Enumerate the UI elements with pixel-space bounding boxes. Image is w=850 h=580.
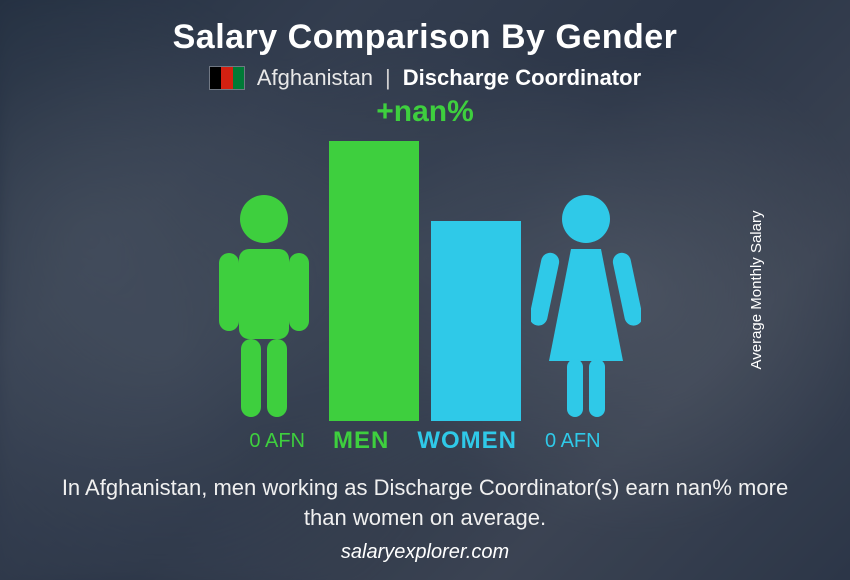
country-label: Afghanistan xyxy=(257,65,373,91)
women-figure-column xyxy=(531,191,641,421)
female-figure-icon xyxy=(531,191,641,421)
afghanistan-flag-icon xyxy=(209,66,245,90)
women-salary-value: 0 AFN xyxy=(545,430,601,453)
footer-source: salaryexplorer.com xyxy=(341,541,509,564)
description-text: In Afghanistan, men working as Discharge… xyxy=(55,473,795,532)
men-label: MEN xyxy=(333,427,389,455)
men-bar xyxy=(329,141,419,421)
infographic-content: Salary Comparison By Gender Afghanistan … xyxy=(0,0,850,580)
men-figure-column xyxy=(209,191,319,421)
flag-stripe-2 xyxy=(221,67,232,89)
page-title: Salary Comparison By Gender xyxy=(173,18,678,57)
subtitle-row: Afghanistan | Discharge Coordinator xyxy=(209,65,641,91)
flag-stripe-1 xyxy=(210,67,221,89)
chart-area: +nan% xyxy=(125,101,725,421)
bar-group xyxy=(329,141,521,421)
male-figure-icon xyxy=(209,191,319,421)
percent-difference-label: +nan% xyxy=(376,95,474,129)
men-salary-value: 0 AFN xyxy=(249,430,305,453)
separator: | xyxy=(385,65,391,91)
women-label: WOMEN xyxy=(417,427,517,455)
women-bar xyxy=(431,221,521,421)
flag-stripe-3 xyxy=(233,67,244,89)
labels-row: 0 AFN MEN WOMEN 0 AFN xyxy=(249,427,600,455)
job-title-label: Discharge Coordinator xyxy=(403,65,641,91)
